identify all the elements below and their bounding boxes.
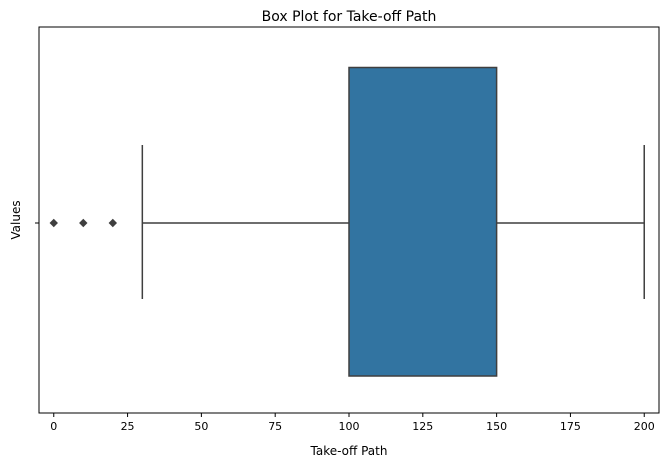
x-tick-label: 0 bbox=[50, 420, 57, 433]
x-tick-label: 175 bbox=[560, 420, 581, 433]
x-tick-label: 150 bbox=[486, 420, 507, 433]
x-tick-label: 75 bbox=[268, 420, 282, 433]
outlier-point bbox=[49, 218, 58, 228]
x-tick-label: 125 bbox=[412, 420, 433, 433]
x-axis-label: Take-off Path bbox=[310, 444, 388, 458]
interquartile-box bbox=[348, 66, 498, 377]
chart-title: Box Plot for Take-off Path bbox=[262, 9, 437, 25]
outlier-point bbox=[108, 218, 118, 228]
box-plot bbox=[49, 66, 645, 377]
x-axis-ticks: 0 25 50 75 100 125 150 175 200 bbox=[50, 413, 655, 433]
x-tick-label: 100 bbox=[339, 420, 360, 433]
x-tick-label: 25 bbox=[121, 420, 135, 433]
x-tick-label: 200 bbox=[634, 420, 655, 433]
y-axis-label: Values bbox=[9, 200, 23, 239]
outlier-point bbox=[79, 218, 88, 228]
x-tick-label: 50 bbox=[194, 420, 208, 433]
